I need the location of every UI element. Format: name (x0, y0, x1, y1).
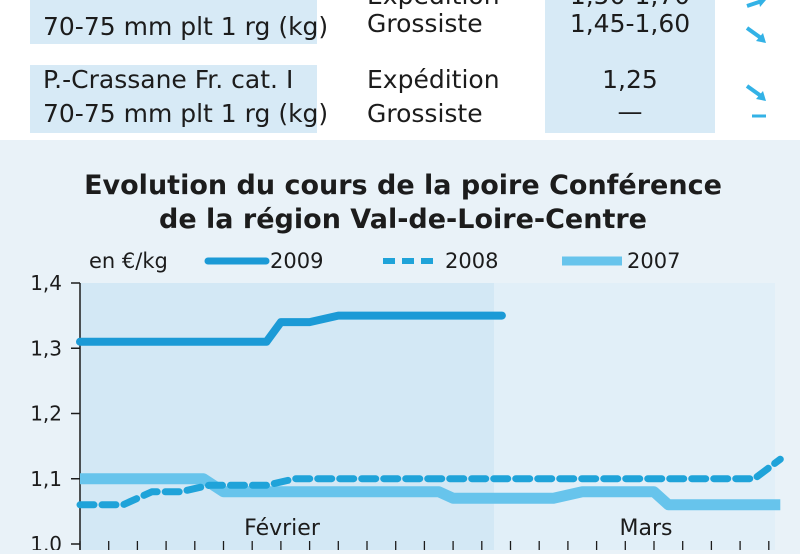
product-cell-bg (30, 65, 317, 133)
y-tick-label: 1,4 (30, 271, 62, 295)
price-value: 1,45-1,60 (569, 9, 691, 38)
price-table: 70-75 mm plt 1 rg (kg) Expédition Grossi… (0, 0, 800, 140)
price-column-bg (545, 0, 715, 133)
series-line-2009 (76, 311, 506, 346)
y-tick-label: 1,3 (30, 336, 62, 360)
dash-icon (752, 114, 766, 118)
product-size-label: 70-75 mm plt 1 rg (kg) (43, 12, 329, 41)
plot-area-fevrier (80, 283, 494, 553)
legend-label-2008: 2008 (445, 249, 498, 273)
product-name-label: P.-Crassane Fr. cat. I (43, 65, 294, 94)
price-value: — (617, 97, 643, 126)
chart-legend: 2009 2008 2007 (204, 249, 680, 273)
x-label-mars: Mars (620, 516, 673, 541)
y-tick-label: 1,2 (30, 402, 62, 426)
series-line-2008 (76, 455, 784, 509)
stage-label-grossiste: Grossiste (367, 99, 483, 128)
price-chart-svg: Evolution du cours de la poire Conférenc… (30, 170, 784, 554)
product-size-label: 70-75 mm plt 1 rg (kg) (43, 99, 329, 128)
y-axis: 1,0 1,1 1,2 1,3 1,4 (30, 271, 81, 554)
price-value: 1,25 (602, 65, 658, 94)
y-tick-label: 1,1 (30, 467, 62, 491)
legend-label-2009: 2009 (270, 249, 323, 273)
x-label-fevrier: Février (244, 516, 321, 541)
legend-label-2007: 2007 (627, 249, 680, 273)
series-group (76, 311, 784, 511)
arrow-down-right-icon (745, 84, 766, 101)
y-tick-label: 1,0 (30, 532, 62, 550)
stage-label-expedition: Expédition (367, 0, 500, 12)
stage-label-expedition: Expédition (367, 65, 500, 94)
unit-label: en €/kg (89, 249, 168, 273)
chart-title-line2: de la région Val-de-Loire-Centre (159, 204, 647, 235)
chart-title-line1: Evolution du cours de la poire Conférenc… (84, 170, 722, 201)
arrow-down-right-icon (745, 26, 766, 43)
price-value: 1,50-1,70 (545, 0, 715, 12)
stage-label-grossiste: Grossiste (367, 9, 483, 38)
arrow-right-icon (746, 0, 766, 8)
price-chart: Evolution du cours de la poire Conférenc… (0, 153, 800, 554)
product-cell-bg (30, 0, 317, 44)
